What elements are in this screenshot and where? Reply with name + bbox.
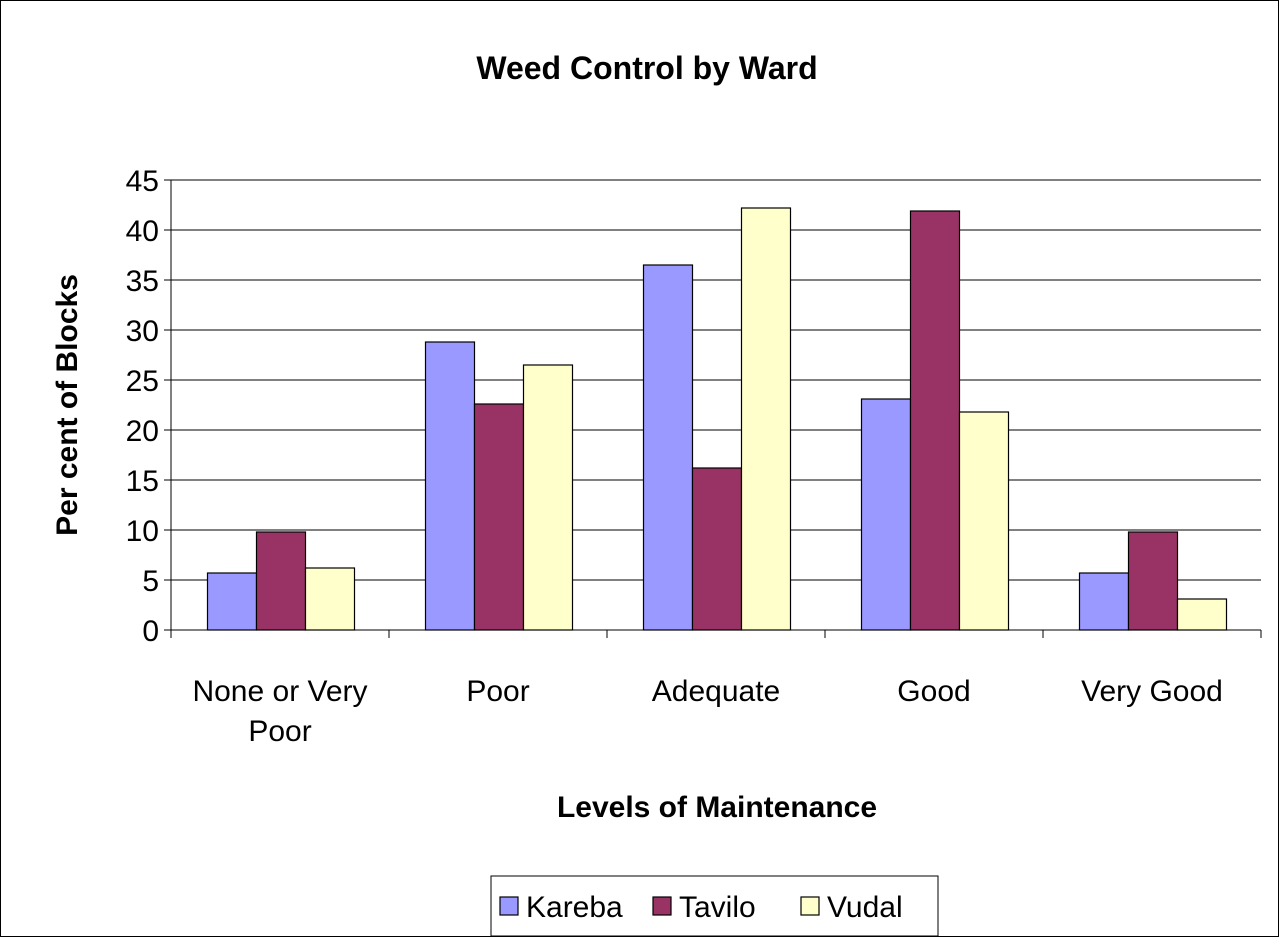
bar-kareba-1 xyxy=(424,341,476,631)
x-category-label: Good xyxy=(897,675,970,708)
x-category-label: Poor xyxy=(466,675,529,708)
legend-swatch-vudal xyxy=(800,896,820,916)
legend-label-kareba: Kareba xyxy=(526,891,623,924)
legend: Kareba Tavilo Vudal xyxy=(490,875,939,937)
y-tick-label: 30 xyxy=(126,315,159,348)
bar-tavilo-3 xyxy=(909,210,961,631)
bar-vudal-2 xyxy=(740,207,792,631)
legend-label-vudal: Vudal xyxy=(827,891,903,924)
x-category-label-line: Adequate xyxy=(652,675,780,708)
bar-kareba-4 xyxy=(1078,572,1130,631)
x-axis-title: Levels of Maintenance xyxy=(557,791,877,824)
bar-vudal-3 xyxy=(958,411,1010,631)
x-category-labels: None or Very Poor Poor Adequate Good Very Goo… xyxy=(192,675,1222,748)
x-category-label: Very Good xyxy=(1081,675,1223,708)
x-category-label-line: None or Very xyxy=(192,675,367,708)
x-category-label-line: Poor xyxy=(466,675,529,708)
y-tick-label: 5 xyxy=(142,565,159,598)
x-category-label-line: Good xyxy=(897,675,970,708)
bar-vudal-0 xyxy=(304,567,356,631)
y-tick-label: 45 xyxy=(126,165,159,198)
y-tick-label: 25 xyxy=(126,365,159,398)
y-tick-label: 40 xyxy=(126,215,159,248)
x-category-label: Adequate xyxy=(652,675,780,708)
bar-kareba-0 xyxy=(206,572,258,631)
y-tick-label: 10 xyxy=(126,515,159,548)
x-category-label-line: Poor xyxy=(248,715,311,748)
x-category-label-line: Very Good xyxy=(1081,675,1223,708)
bar-kareba-3 xyxy=(860,398,912,631)
y-tick-labels: 0 5 10 15 20 25 30 35 40 45 xyxy=(126,165,159,648)
bars xyxy=(206,207,1228,631)
y-tick-label: 20 xyxy=(126,415,159,448)
bar-tavilo-2 xyxy=(691,467,743,631)
bar-tavilo-4 xyxy=(1127,531,1179,631)
axes xyxy=(164,179,1262,638)
x-category-label: None or Very Poor xyxy=(192,675,367,748)
y-tick-label: 0 xyxy=(142,615,159,648)
legend-label-tavilo: Tavilo xyxy=(679,891,756,924)
bar-tavilo-0 xyxy=(255,531,307,631)
chart-title: Weed Control by Ward xyxy=(476,50,817,86)
bar-tavilo-1 xyxy=(473,403,525,631)
bar-vudal-1 xyxy=(522,364,574,631)
legend-swatch-tavilo xyxy=(652,896,672,916)
legend-box xyxy=(490,875,939,937)
gridlines xyxy=(171,179,1261,581)
legend-swatch-kareba xyxy=(499,896,519,916)
y-tick-label: 35 xyxy=(126,265,159,298)
y-axis-title: Per cent of Blocks xyxy=(51,274,84,536)
y-tick-label: 15 xyxy=(126,465,159,498)
bar-vudal-4 xyxy=(1176,598,1228,631)
bar-kareba-2 xyxy=(642,264,694,631)
